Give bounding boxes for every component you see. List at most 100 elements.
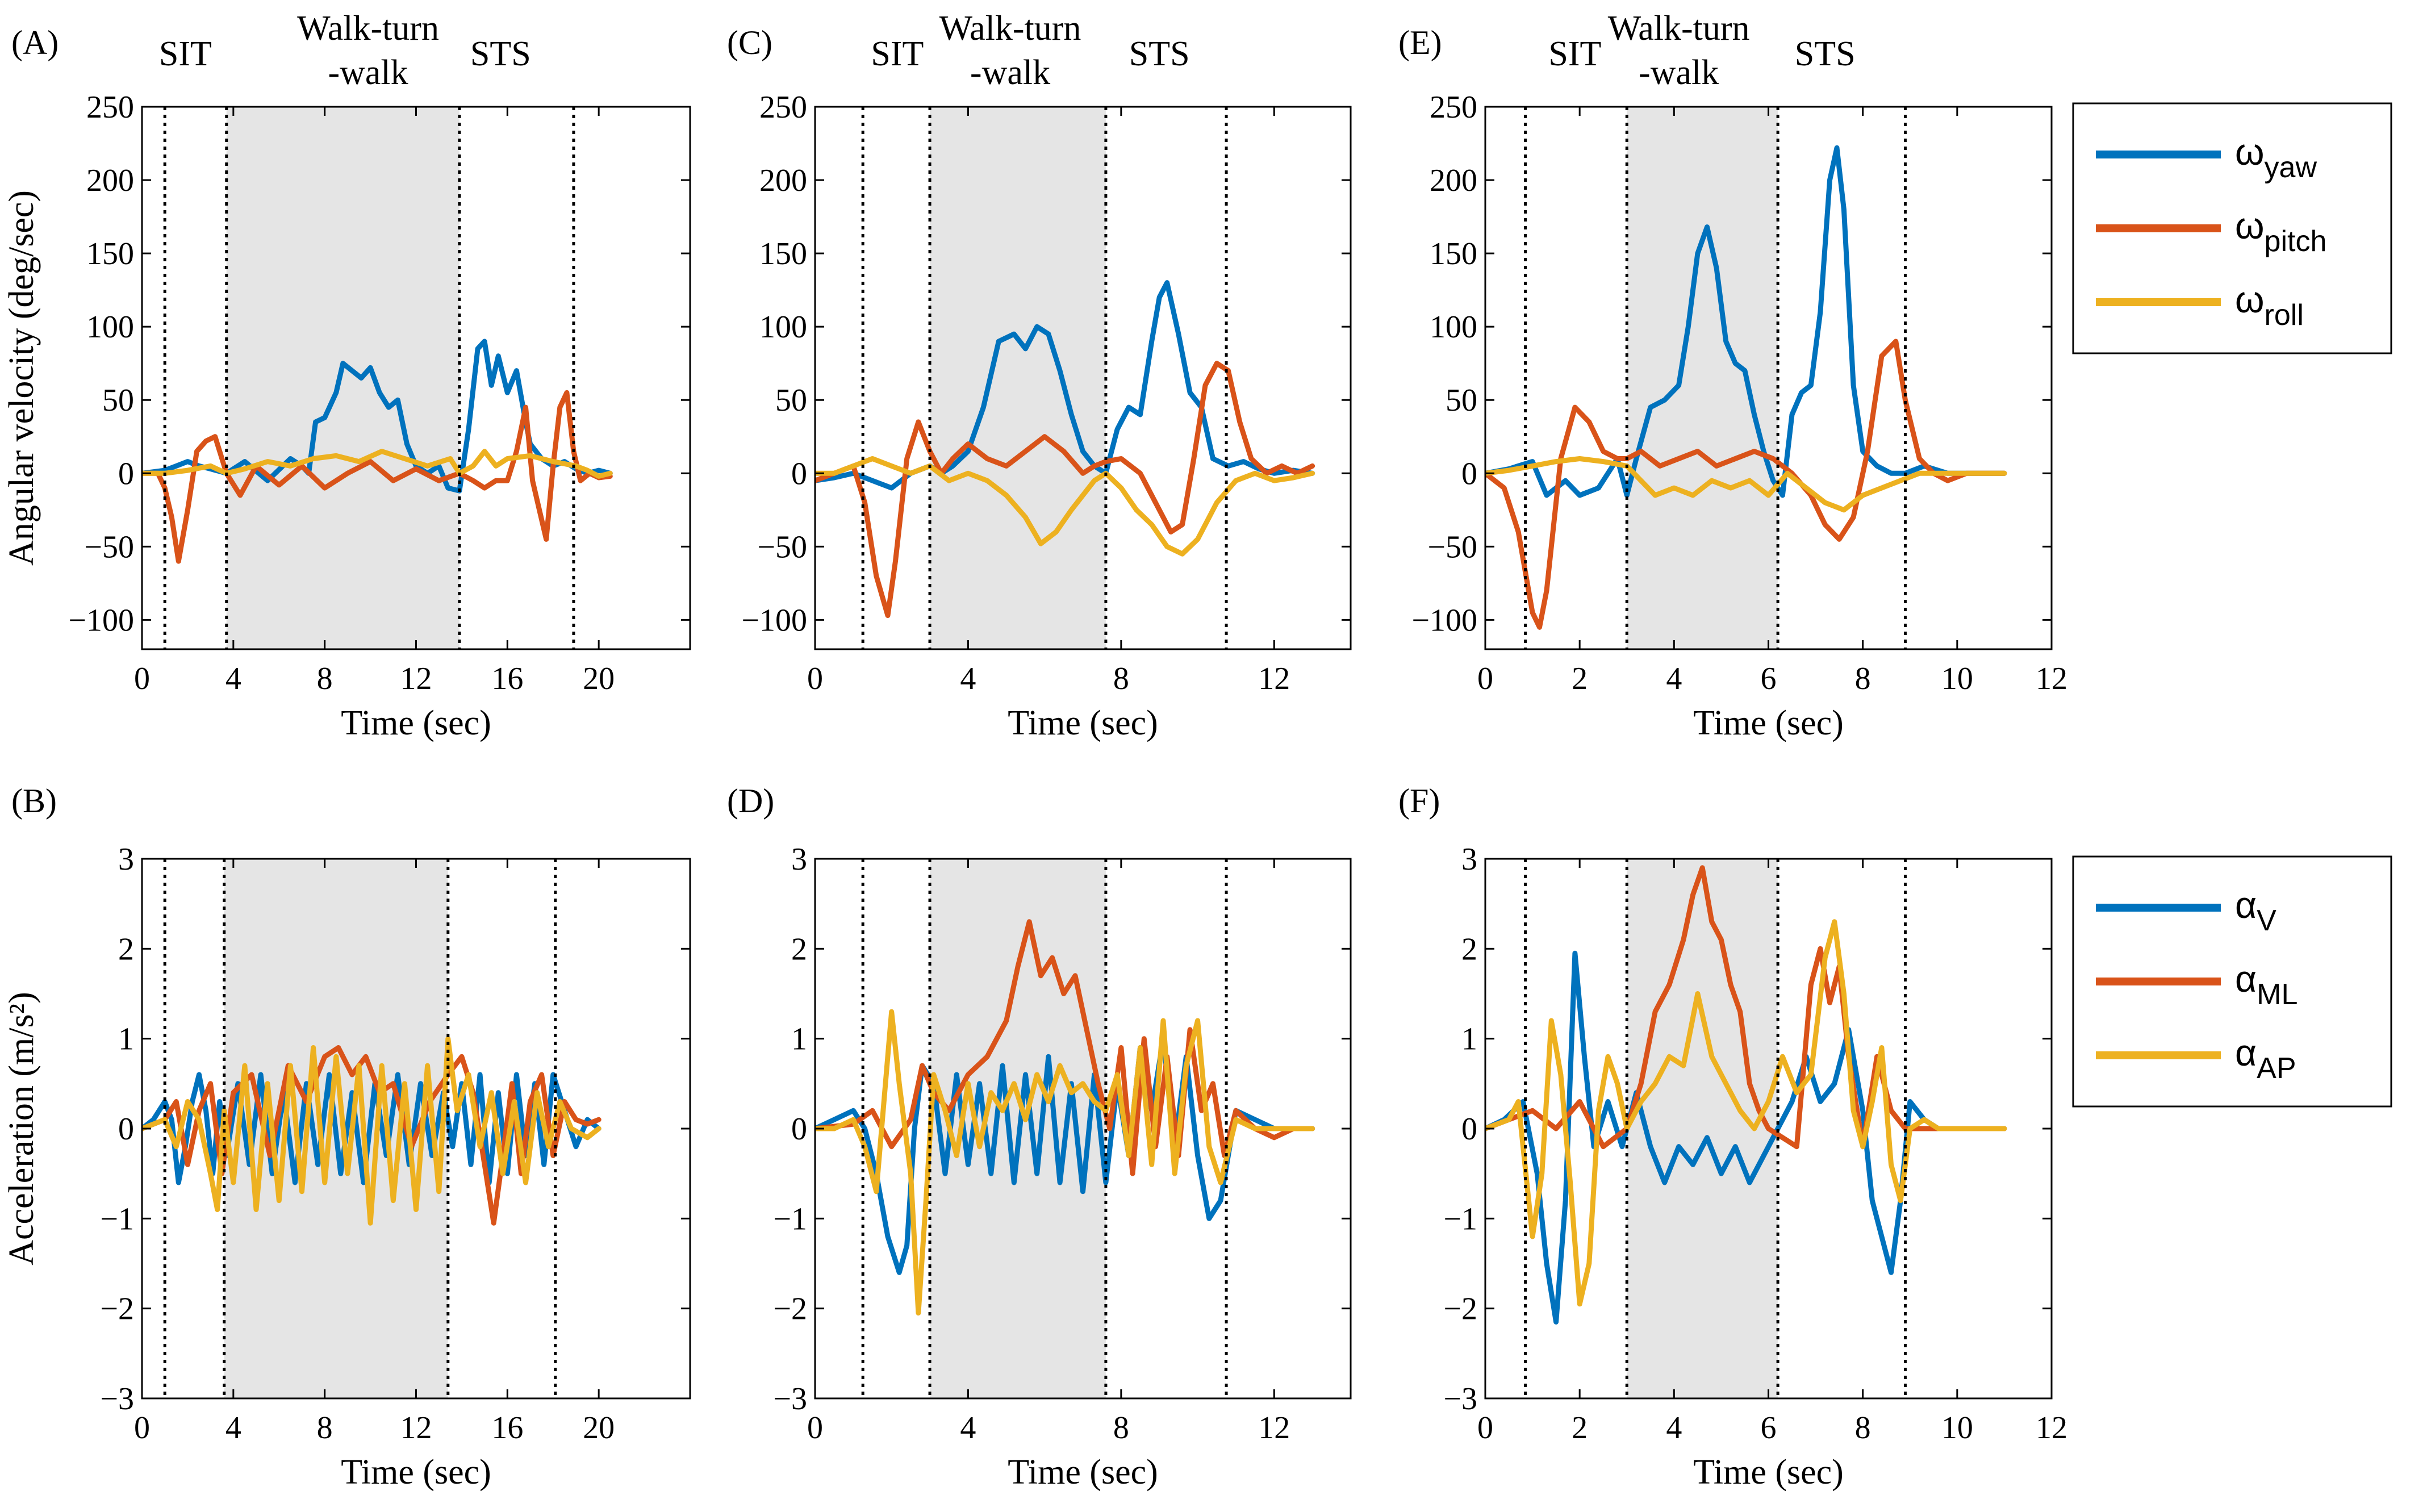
y-tick-label: 0 (118, 1112, 134, 1147)
phase-label-sit: SIT (871, 35, 924, 73)
series-line-ω-pitch (142, 390, 613, 564)
y-tick-label: 150 (86, 236, 134, 272)
x-axis-label: Time (sec) (1693, 1453, 1844, 1492)
x-tick-label: 12 (2036, 661, 2067, 696)
panel-a: 0 4 8 12 16 20 −100 −50 0 50 100 150 200 250 Time (sec… (2, 9, 691, 742)
x-tick-label: 0 (134, 1410, 150, 1446)
x-tick-label: 12 (2036, 1410, 2067, 1446)
x-tick-label: 4 (1666, 661, 1682, 696)
axes-box (814, 106, 1352, 650)
y-tick-label: 3 (118, 842, 134, 877)
x-tick-label: 0 (1477, 661, 1493, 696)
y-axis-label: Angular velocity (deg/sec) (2, 190, 41, 566)
series-line-ω-pitch (1485, 339, 2007, 630)
y-tick-label: −50 (1427, 529, 1477, 565)
phase-label-sts: STS (1795, 35, 1856, 73)
series-line-ω-roll (142, 449, 613, 479)
legend-label: αAP (2235, 1031, 2296, 1085)
y-tick-label: 2 (1461, 932, 1477, 967)
y-tick-label: −2 (100, 1292, 134, 1327)
y-tick-label: 250 (86, 90, 134, 125)
x-tick-label: 16 (491, 661, 523, 696)
panel-label: (B) (11, 782, 57, 820)
x-tick-label: 4 (960, 661, 976, 696)
y-tick-label: −1 (1443, 1201, 1477, 1237)
x-tick-label: 12 (400, 661, 432, 696)
series-line-α-V (815, 1036, 1315, 1275)
x-axis-label: Time (sec) (1008, 704, 1158, 742)
panel-label: (F) (1398, 782, 1440, 820)
panel-label: (A) (11, 24, 59, 61)
legend-label: ωroll (2235, 278, 2304, 332)
x-axis-label: Time (sec) (341, 1453, 491, 1492)
series-line-α-AP (142, 1036, 601, 1226)
x-tick-label: 4 (1666, 1410, 1682, 1446)
phase-label-walk: -walk (328, 53, 408, 92)
x-tick-label: 10 (1941, 661, 1973, 696)
panel-c: 0 4 8 12 −100 −50 0 50 100 150 200 250 Time (sec) (C)… (727, 9, 1352, 742)
y-tick-label: 150 (1430, 236, 1477, 272)
x-tick-label: 8 (317, 1410, 333, 1446)
y-tick-label: 2 (791, 932, 807, 967)
y-tick-label: −100 (741, 603, 807, 638)
phase-label-walk: -walk (970, 53, 1050, 92)
phase-label-sit: SIT (159, 35, 212, 73)
x-tick-label: 4 (960, 1410, 976, 1446)
y-tick-label: 1 (791, 1022, 807, 1057)
panel-label: (D) (727, 782, 774, 820)
phase-label-walk-turn: Walk-turn (1608, 9, 1750, 48)
x-tick-label: 2 (1572, 1410, 1588, 1446)
y-tick-label: −100 (68, 603, 134, 638)
y-tick-label: 100 (759, 310, 807, 345)
x-tick-label: 8 (1113, 661, 1129, 696)
phase-label-sts: STS (470, 35, 531, 73)
series-line-ω-roll (815, 456, 1315, 557)
walk-shade (226, 107, 459, 649)
x-tick-label: 0 (134, 661, 150, 696)
panel-e: 0 2 4 6 8 10 12 −100 −50 0 50 100 150 200 250 Time (sec… (1398, 9, 2067, 742)
phase-label-sts: STS (1129, 35, 1190, 73)
legend-label: αV (2235, 884, 2276, 937)
y-axis-label: Acceleration (m/s²) (2, 992, 41, 1265)
y-tick-label: −2 (773, 1292, 807, 1327)
y-tick-label: 0 (791, 1112, 807, 1147)
x-tick-label: 0 (807, 661, 823, 696)
x-tick-label: 0 (807, 1410, 823, 1446)
x-tick-label: 8 (1113, 1410, 1129, 1446)
x-axis-label: Time (sec) (1693, 704, 1844, 742)
series-line-ω-roll (1485, 456, 2007, 513)
y-tick-label: 1 (1461, 1022, 1477, 1057)
phase-label-walk-turn: Walk-turn (939, 9, 1081, 48)
x-tick-label: 4 (225, 1410, 241, 1446)
series-line-α-ML (142, 1045, 601, 1226)
series-line-α-AP (815, 1009, 1315, 1316)
x-tick-label: 6 (1761, 661, 1777, 696)
y-tick-label: 0 (791, 456, 807, 491)
x-tick-label: 8 (317, 661, 333, 696)
walk-shade (1627, 107, 1778, 649)
series-line-ω-pitch (815, 361, 1315, 619)
y-tick-label: 250 (1430, 90, 1477, 125)
x-tick-label: 16 (491, 1410, 523, 1446)
panel-label: (C) (727, 24, 772, 61)
x-tick-label: 12 (1258, 1410, 1290, 1446)
y-tick-label: 0 (118, 456, 134, 491)
y-tick-label: 3 (1461, 842, 1477, 877)
y-tick-label: −50 (84, 529, 134, 565)
x-tick-label: 2 (1572, 661, 1588, 696)
series-line-α-V (1485, 950, 2007, 1325)
x-tick-label: 8 (1855, 1410, 1871, 1446)
y-tick-label: 2 (118, 932, 134, 967)
y-tick-label: −1 (100, 1201, 134, 1237)
x-tick-label: 10 (1941, 1410, 1973, 1446)
legend-acceleration: αV αML αAP (2072, 855, 2392, 1108)
y-tick-label: 200 (86, 163, 134, 198)
series-line-α-ML (1485, 865, 2007, 1150)
phase-label-walk-turn: Walk-turn (297, 9, 439, 48)
y-tick-label: 50 (775, 383, 807, 418)
phase-label-sit: SIT (1548, 35, 1601, 73)
y-tick-label: −3 (773, 1381, 807, 1417)
